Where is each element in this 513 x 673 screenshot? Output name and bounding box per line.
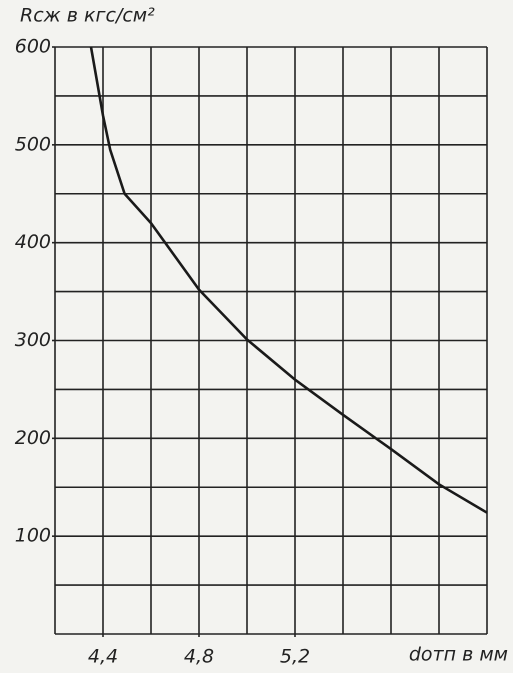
y-tick-label: 200 — [15, 427, 51, 449]
y-tick-label: 300 — [15, 329, 51, 351]
y-tick-label: 600 — [15, 36, 51, 58]
y-axis-label: Rсж в кгс/см² — [20, 5, 155, 27]
curve — [89, 46, 488, 514]
x-tick-label: 4,8 — [184, 646, 214, 668]
y-tick-label: 500 — [15, 133, 51, 155]
x-tick-label: 5,2 — [280, 646, 310, 668]
x-tick-label: 4,4 — [88, 646, 118, 668]
y-tick-label: 400 — [15, 231, 51, 253]
x-axis-label: dотп в мм — [409, 644, 508, 666]
y-tick-label: 100 — [15, 525, 51, 547]
